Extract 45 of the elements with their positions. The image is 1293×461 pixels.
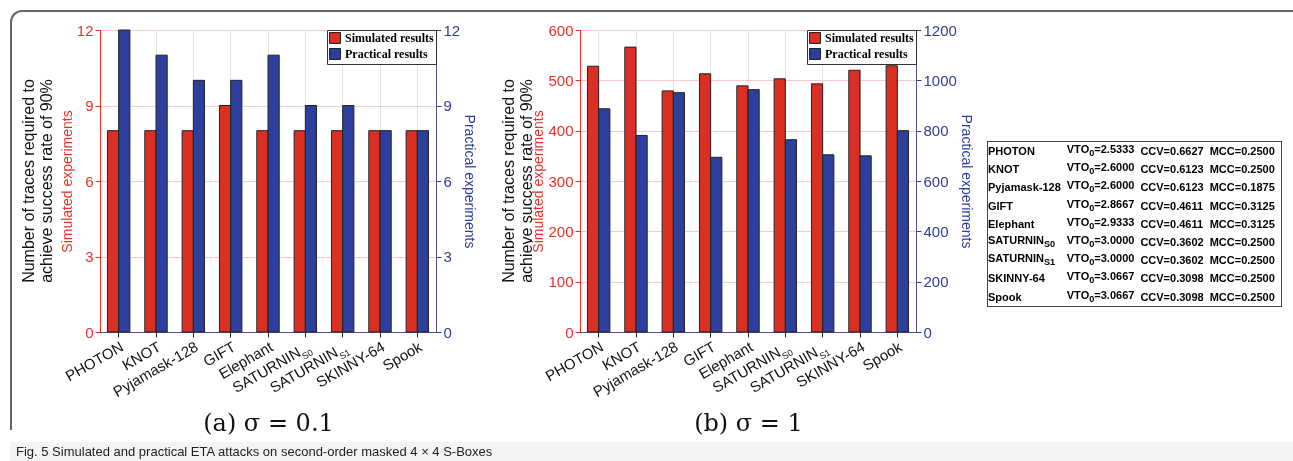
y-tick-label: 0 [85,323,94,341]
text: SATURNIN$_{S1}$ VTO$_{0}$=3.0000 CCV=0.3602 MCC=0.2500 [988,252,1275,268]
x-axis-title: (a) σ = 0.1 [203,409,334,438]
y-tick-label: 600 [548,21,574,39]
text: SATURNIN$_{S0}$ VTO$_{0}$=3.0000 CCV=0.3602 MCC=0.2500 [988,233,1275,250]
text: SKINNY-64 VTO$_{0}$=3.0667 CCV=0.3098 MCC=0.2500 [988,270,1275,286]
y2-axis-title: Practical experiments [958,114,975,249]
text: GIFT VTO$_{0}$=2.8667 CCV=0.4611 MCC=0.3125 [988,197,1275,213]
text: KNOT VTO$_{0}$=2.6000 CCV=0.6123 MCC=0.2500 [988,161,1275,177]
y-tick-label: 400 [548,122,574,140]
legend-label: Simulated results [825,31,915,45]
y2-tick-label: 0 [443,323,452,341]
text: Spook VTO$_{0}$=3.0667 CCV=0.3098 MCC=0.2500 [988,288,1275,304]
y-tick-label: 12 [76,21,94,39]
y2-tick-label: 800 [923,122,949,140]
legend-label: Practical results [345,47,429,61]
y-tick-label: 9 [85,97,94,114]
text: Number of traces required to achieve success rate of 90% [20,78,56,285]
y2-axis-title: Practical experiments [462,114,479,249]
caption: Fig. 5 Simulated and practical ETA attacks on second-order masked 4 × 4 S-Boxes [10,442,1293,461]
y-tick-label: 300 [548,172,574,190]
text: Elephant VTO$_{0}$=2.9333 CCV=0.4611 MCC=0.3125 [988,215,1275,231]
y2-tick-label: 9 [443,97,452,114]
y2-tick-label: 1200 [923,21,957,39]
text: PHOTON VTO$_{0}$=2.5333 CCV=0.6627 MCC=0.2500 [988,143,1275,159]
legend-label: Simulated results [345,31,435,45]
y2-tick-label: 400 [923,222,949,240]
y2-tick-label: 12 [443,21,461,39]
text: Number of traces required to achieve success rate of 90% [500,78,535,285]
text: Pyjamask-128 VTO$_{0}$=2.6000 CCV=0.6123 MCC=0.1875 [987,178,1276,197]
y2-tick-label: 3 [443,248,452,265]
y-tick-label: 100 [548,273,574,291]
y-tick-label: 0 [565,323,574,341]
y-axis-title: Simulated experiments [58,110,75,253]
y2-tick-label: 600 [923,172,949,190]
y2-tick-label: 6 [443,172,452,190]
y2-tick-label: 0 [923,323,932,341]
y2-tick-label: 1000 [923,71,957,89]
y-tick-label: 3 [85,248,94,265]
legend-label: Practical results [825,47,909,61]
y-tick-label: 6 [85,172,94,190]
x-axis-title: (b) σ = 1 [694,409,803,438]
y-tick-label: 500 [548,71,574,89]
y2-tick-label: 200 [923,273,949,291]
y-tick-label: 200 [548,222,574,240]
